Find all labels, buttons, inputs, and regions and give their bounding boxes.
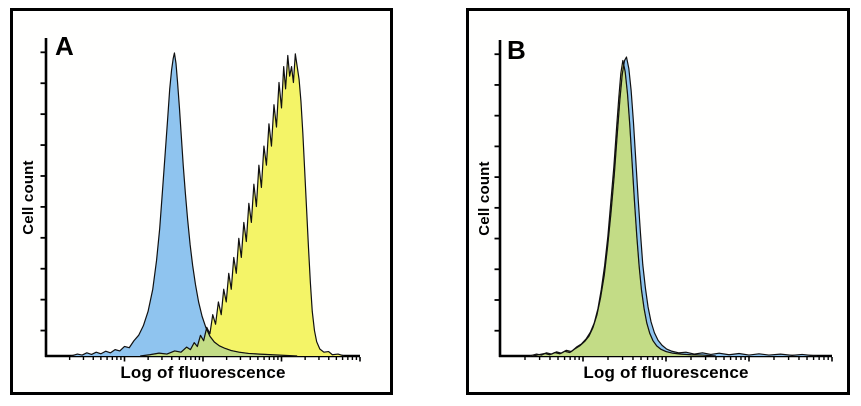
panel-b: B Cell count Log of fluorescence (466, 8, 850, 395)
y-axis-label-b: Cell count (475, 160, 493, 236)
y-axis-label-a: Cell count (19, 159, 37, 235)
y-axis-label-wrap-a: Cell count (13, 38, 43, 356)
histogram-plot-b (494, 40, 833, 362)
histogram-plot-a (40, 38, 361, 362)
x-axis-label-a: Log of fluorescence (120, 363, 286, 382)
panel-b-letter: B (507, 35, 526, 65)
x-axis-label-b: Log of fluorescence (583, 363, 749, 382)
panel-a-letter: A (55, 31, 74, 61)
panel-a: A Cell count Log of fluorescence (10, 8, 393, 395)
y-axis-label-wrap-b: Cell count (469, 40, 499, 356)
